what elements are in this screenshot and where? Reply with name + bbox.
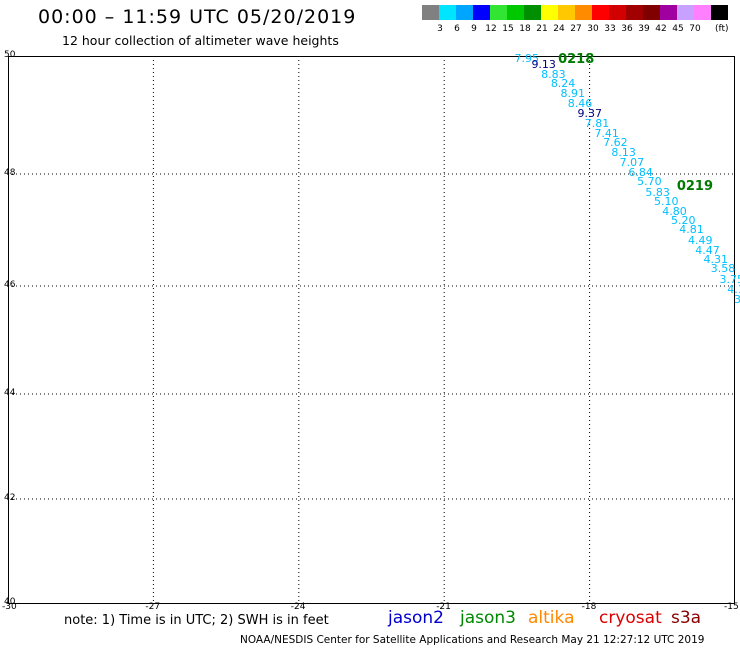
scale-swatch <box>524 5 541 20</box>
longitude-label: -18 <box>581 602 597 612</box>
scale-label: 33 <box>604 24 616 34</box>
latitude-label: 40 <box>4 597 16 607</box>
scale-swatch <box>677 5 694 20</box>
scale-swatch <box>711 5 728 20</box>
wave-height-value: 7.07 <box>619 155 645 169</box>
wave-height-value: 3 <box>734 292 740 306</box>
footer-note: note: 1) Time is in UTC; 2) SWH is in fe… <box>64 613 329 628</box>
wave-height-value: 5.10 <box>654 195 679 208</box>
scale-label: 9 <box>471 24 477 34</box>
pass-time-label: 0219 <box>676 179 714 195</box>
wave-height-value: 8.13 <box>611 146 636 160</box>
scale-unit-label: (ft) <box>715 24 729 34</box>
map-frame <box>8 56 735 604</box>
wave-height-value: 4.31 <box>703 252 728 266</box>
credit-line: NOAA/NESDIS Center for Satellite Applica… <box>240 634 705 646</box>
wave-height-value: 7.62 <box>603 136 628 150</box>
wave-height-value: 5.83 <box>645 186 670 200</box>
scale-swatch <box>456 5 473 20</box>
wave-height-value: 6.84 <box>628 165 653 179</box>
scale-swatch <box>507 5 524 20</box>
scale-label: 70 <box>689 24 701 34</box>
scale-label: 39 <box>638 24 650 34</box>
scale-label: 45 <box>672 24 684 34</box>
scale-swatch <box>643 5 660 20</box>
scale-label: 12 <box>485 24 497 34</box>
wave-height-value: 4.47 <box>695 243 720 257</box>
satellite-altika: altika <box>528 608 575 628</box>
satellite-jason2: jason2 <box>388 608 444 628</box>
wave-height-value: 8.46 <box>567 97 593 111</box>
latitude-label: 42 <box>4 493 16 503</box>
wave-height-value: 4.1 <box>727 283 740 297</box>
longitude-label: -30 <box>2 602 17 612</box>
scale-label: 42 <box>655 24 667 34</box>
longitude-label: -24 <box>290 602 306 612</box>
wave-height-value: 4.80 <box>662 204 687 218</box>
wave-height-value: 8.83 <box>541 67 566 81</box>
scale-label: 3 <box>437 24 443 34</box>
scale-swatch <box>575 5 592 20</box>
latitude-label: 46 <box>4 280 16 290</box>
wave-height-value: 9.37 <box>577 106 602 120</box>
latitude-label: 44 <box>4 388 16 398</box>
scale-label: 6 <box>454 24 460 34</box>
scale-label: 21 <box>536 24 548 34</box>
satellite-cryosat: cryosat <box>599 608 662 628</box>
scale-swatch <box>422 5 439 20</box>
scale-swatch <box>660 5 677 20</box>
wave-height-value: 8.91 <box>560 87 586 101</box>
scale-label: 15 <box>502 24 514 34</box>
scale-swatch <box>490 5 507 20</box>
map-subtitle: 12 hour collection of altimeter wave hei… <box>62 33 339 48</box>
longitude-label: -27 <box>145 602 161 612</box>
scale-swatch <box>473 5 490 20</box>
wave-height-value: 9.13 <box>531 57 556 71</box>
wave-height-value: 3.75 <box>719 273 740 287</box>
wave-height-value: 4.81 <box>679 223 704 236</box>
scale-swatch <box>439 5 456 20</box>
latitude-label: 48 <box>4 168 16 178</box>
wave-height-value: 5.70 <box>637 174 662 188</box>
pass-time-label: 0218 <box>558 51 595 67</box>
wave-height-value: 7.95 <box>514 51 539 65</box>
scale-label: 24 <box>553 24 565 34</box>
latitude-label: 50 <box>4 50 16 60</box>
map-title: 00:00 – 11:59 UTC 05/20/2019 <box>38 6 357 28</box>
plot-area <box>8 56 735 604</box>
wave-height-value: 4.49 <box>687 234 713 248</box>
satellite-s3a: s3a <box>671 608 702 628</box>
longitude-label: -15 <box>724 602 739 612</box>
scale-swatch <box>558 5 575 20</box>
scale-swatch <box>592 5 609 20</box>
longitude-label: -21 <box>436 602 451 612</box>
wave-height-value: 7.81 <box>584 116 610 130</box>
wave-height-value: 7.41 <box>594 126 619 140</box>
wave-height-value: 5.20 <box>671 214 696 228</box>
scale-swatch <box>694 5 711 20</box>
scale-swatch <box>609 5 626 20</box>
scale-label: 27 <box>570 24 582 34</box>
scale-label: 30 <box>587 24 599 34</box>
scale-label: 36 <box>621 24 633 34</box>
wave-height-value: 3.58 <box>710 262 736 276</box>
scale-label: 18 <box>519 24 531 34</box>
scale-swatch <box>541 5 558 20</box>
satellite-jason3: jason3 <box>460 608 516 628</box>
scale-swatch <box>626 5 643 20</box>
wave-height-value: 8.24 <box>550 77 576 91</box>
